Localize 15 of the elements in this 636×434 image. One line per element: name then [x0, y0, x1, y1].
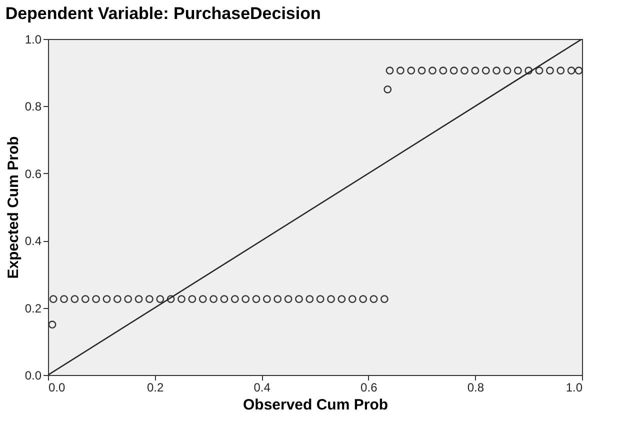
x-tick-label: 0.6 [360, 380, 378, 394]
y-tick-label: 0.0 [24, 368, 42, 382]
x-tick-label: 0.0 [48, 380, 66, 394]
x-tick-label: 0.8 [467, 380, 484, 394]
x-axis-title: Observed Cum Prob [242, 396, 388, 414]
y-axis-title: Expected Cum Prob [4, 136, 22, 279]
chart-title: Dependent Variable: PurchaseDecision [5, 4, 321, 23]
y-tick-label: 0.4 [24, 234, 42, 248]
x-tick-label: 0.4 [254, 380, 271, 394]
y-tick-label: 1.0 [24, 32, 42, 46]
y-tick-label: 0.2 [24, 301, 42, 316]
x-tick-label: 1.0 [566, 380, 583, 394]
x-tick-label: 0.2 [146, 380, 164, 394]
y-tick-label: 0.8 [24, 100, 42, 114]
y-tick-label: 0.6 [24, 166, 42, 181]
